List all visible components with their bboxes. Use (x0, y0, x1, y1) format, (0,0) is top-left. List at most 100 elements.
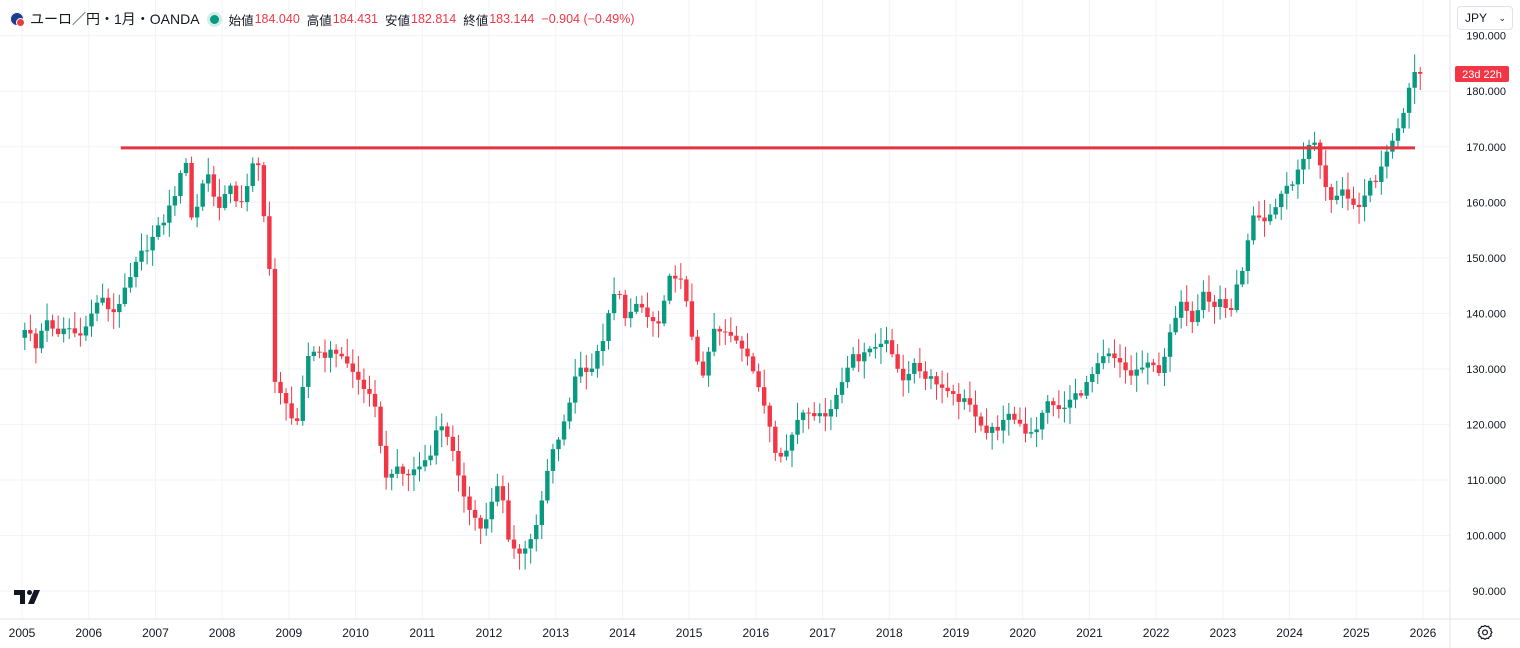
open-value: 184.040 (254, 12, 300, 26)
y-tick-label: 120.000 (1466, 419, 1506, 431)
candle-body (1173, 317, 1178, 333)
candle-body (850, 354, 856, 368)
candle-body (1345, 189, 1351, 199)
candle-body (439, 426, 444, 431)
candle-body (517, 548, 522, 554)
candle (372, 379, 378, 418)
countdown-label: 23d 22h (1455, 66, 1509, 82)
candle (534, 514, 539, 552)
candle (1373, 174, 1378, 189)
candle (867, 346, 873, 357)
candle-body (506, 500, 511, 540)
candle-body (1228, 307, 1234, 310)
candle-body (617, 293, 622, 295)
candle-body (267, 216, 272, 269)
candle-body (28, 329, 33, 334)
candle (239, 185, 244, 208)
candle (1256, 201, 1262, 221)
candle (122, 273, 128, 307)
price-axis[interactable]: 90.000 100.000 110.000 120.000 130.000 140.00… (1466, 31, 1506, 598)
symbol-title[interactable]: ユーロ／円・1月・OANDA (30, 11, 200, 27)
time-axis[interactable]: 2005 2006 2007 2008 2009 2010 2011 2012 2013 2014… (9, 626, 1437, 640)
candle-body (256, 163, 261, 166)
candle-body (1284, 185, 1289, 194)
market-status-icon[interactable] (209, 14, 219, 24)
close-label: 終値 (463, 13, 489, 28)
candle (395, 448, 400, 479)
candle-body (111, 309, 116, 313)
candle (1001, 405, 1006, 444)
candle (962, 389, 967, 410)
candle-body (1267, 214, 1273, 222)
candle-body (128, 277, 133, 288)
candle (383, 430, 389, 490)
candle-body (912, 362, 917, 374)
candle-body (589, 368, 595, 372)
legend: ユーロ／円・1月・OANDA 始値 184.040 高値 184.431 安値 … (10, 9, 635, 29)
candle-body (1206, 291, 1212, 302)
candle (1223, 287, 1228, 318)
candle (1162, 348, 1167, 387)
candle-body (55, 328, 61, 335)
candle-body (1340, 189, 1345, 196)
candle (639, 295, 645, 313)
candle-body (867, 348, 873, 353)
candle-body (1406, 87, 1412, 113)
candle (912, 358, 917, 384)
candle-body (1190, 310, 1195, 323)
candle (828, 399, 834, 431)
candle-body (1367, 180, 1373, 196)
candle (1184, 285, 1189, 327)
candle-body (200, 183, 205, 207)
candle (267, 201, 272, 276)
candle (1290, 181, 1295, 191)
candle-body (1323, 165, 1328, 188)
candle-body (1106, 353, 1112, 357)
currency-selector[interactable]: JPY ⌄ (1457, 6, 1513, 30)
gear-icon[interactable] (1476, 624, 1494, 642)
x-tick-label: 2009 (276, 626, 303, 640)
candle (845, 356, 850, 389)
candle (83, 315, 89, 341)
high-value: 184.431 (332, 12, 378, 26)
x-tick-label: 2008 (209, 626, 236, 640)
candle (94, 295, 100, 322)
candle (528, 533, 533, 564)
candle (739, 335, 745, 362)
candle-body (167, 205, 172, 223)
candle-body (1195, 310, 1201, 323)
candle-body (428, 455, 433, 461)
candle (1390, 133, 1395, 159)
candle (1412, 54, 1417, 105)
candle (795, 402, 800, 445)
candle (745, 333, 750, 366)
candle (433, 416, 439, 465)
candle-body (1167, 332, 1173, 357)
candle-body (1373, 180, 1378, 182)
candle (1190, 301, 1195, 334)
candle (967, 381, 973, 413)
candle (1356, 192, 1362, 224)
candle (567, 397, 572, 429)
candle-body (1178, 301, 1184, 318)
candle-body (550, 449, 556, 471)
candle (645, 292, 650, 328)
candle-body (834, 394, 839, 410)
tradingview-logo-icon[interactable] (14, 588, 46, 606)
candle (923, 361, 928, 391)
candle-body (1101, 356, 1106, 364)
candle-body (750, 356, 756, 372)
candle (183, 158, 189, 177)
candle-body (1395, 128, 1401, 141)
candle-body (995, 426, 1000, 431)
candle (734, 325, 739, 344)
candle (1240, 267, 1245, 288)
candle-body (1329, 187, 1334, 200)
candle-body (1034, 429, 1039, 433)
candle (550, 443, 556, 484)
y-tick-label: 140.000 (1466, 308, 1506, 320)
candle-body (61, 328, 66, 335)
candle (600, 323, 606, 366)
candle (1123, 346, 1128, 384)
